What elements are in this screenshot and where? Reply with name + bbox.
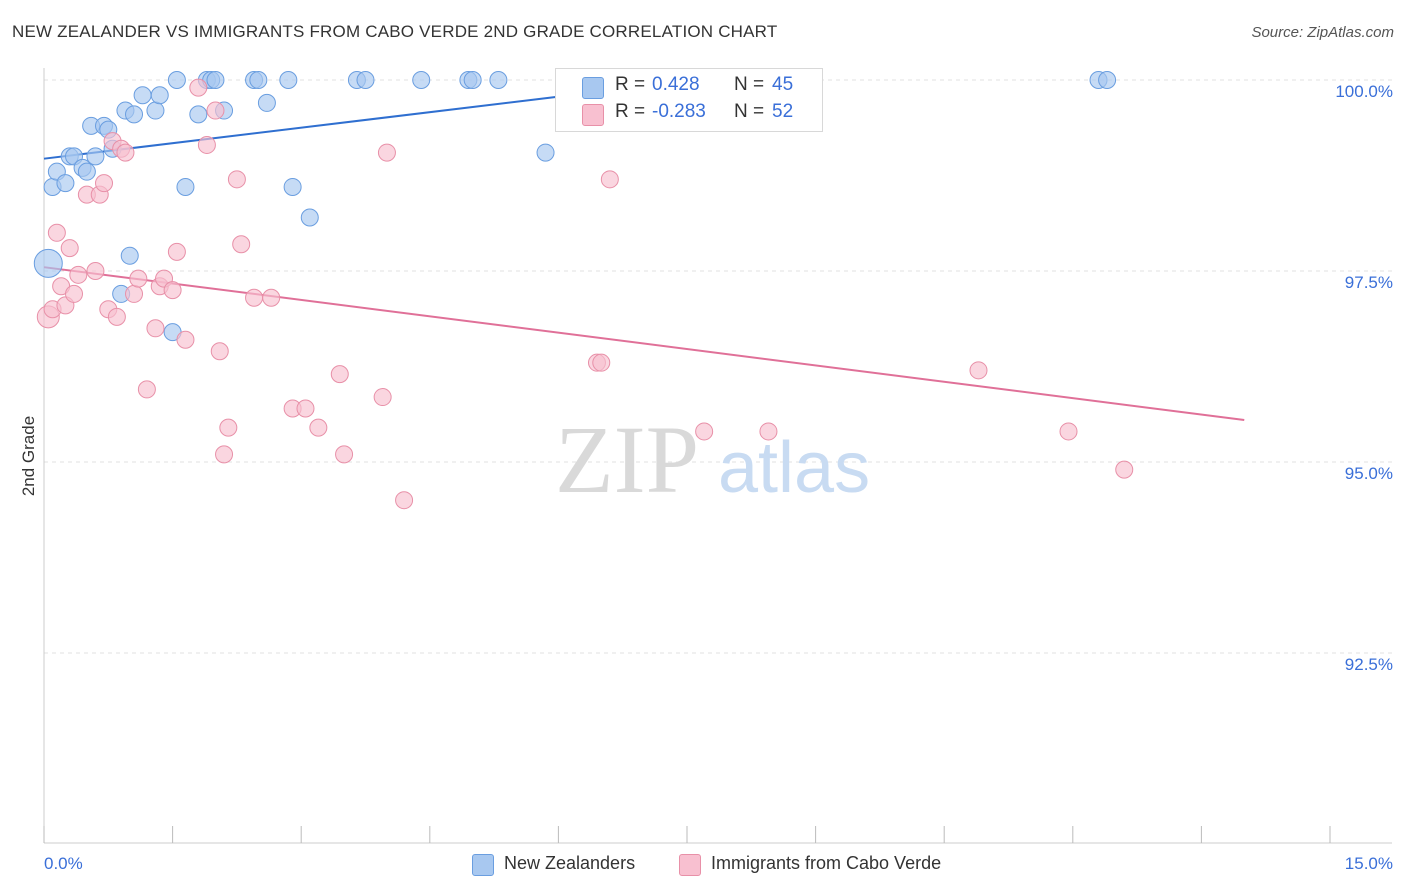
point-cabo-verde <box>969 361 988 380</box>
point-cabo-verde <box>373 388 392 407</box>
legend-label: New Zealanders <box>504 853 636 873</box>
point-cabo-verde <box>377 143 396 162</box>
point-new-zealanders <box>206 71 225 89</box>
point-new-zealanders <box>249 71 268 89</box>
point-new-zealanders <box>176 177 195 196</box>
point-cabo-verde <box>176 330 195 349</box>
point-cabo-verde <box>1059 422 1078 441</box>
point-cabo-verde <box>163 281 182 300</box>
point-cabo-verde <box>206 101 225 120</box>
point-new-zealanders <box>1098 71 1117 89</box>
point-cabo-verde <box>137 380 156 399</box>
point-new-zealanders <box>283 177 302 196</box>
label-layer: 92.5% 95.0% 97.5% 100.0% 0.0% 15.0% 2nd Grade <box>19 82 1393 873</box>
watermark: ZIP atlas <box>555 406 870 513</box>
point-cabo-verde <box>215 445 234 464</box>
point-cabo-verde <box>60 239 79 258</box>
series-legend: New Zealanders Immigrants from Cabo Verd… <box>0 852 1406 878</box>
point-new-zealanders <box>536 143 555 162</box>
n-value: 52 <box>772 101 794 122</box>
point-new-zealanders <box>189 105 208 124</box>
axis-layer <box>43 68 1392 844</box>
source-label: Source: ZipAtlas.com <box>1251 24 1394 41</box>
stats-legend: R = 0.428 N = 45 R = -0.283 N = 52 <box>555 68 823 132</box>
point-cabo-verde <box>262 288 281 307</box>
point-new-zealanders <box>279 71 298 89</box>
legend-swatch-pink <box>679 854 701 876</box>
point-new-zealanders <box>300 208 319 227</box>
chart-title: NEW ZEALANDER VS IMMIGRANTS FROM CABO VE… <box>12 22 778 41</box>
y-tick-label: 97.5% <box>1345 273 1393 292</box>
point-cabo-verde <box>116 143 135 162</box>
point-new-zealanders <box>133 86 152 105</box>
point-new-zealanders <box>257 93 276 112</box>
r-value: 0.428 <box>652 74 700 95</box>
trendline-cabo-verde <box>43 266 1245 421</box>
point-cabo-verde <box>95 174 114 193</box>
r-value: -0.283 <box>652 101 706 122</box>
point-cabo-verde <box>245 288 264 307</box>
legend-swatch-blue <box>582 77 604 99</box>
watermark-atlas: atlas <box>718 428 870 508</box>
x-tick-label-min: 0.0% <box>44 854 83 873</box>
point-cabo-verde <box>65 284 84 303</box>
n-value: 45 <box>772 74 794 95</box>
legend-swatch-pink <box>582 104 604 126</box>
grid-layer <box>44 79 1392 654</box>
y-tick-label: 92.5% <box>1345 655 1393 674</box>
point-new-zealanders <box>146 101 165 120</box>
point-cabo-verde <box>232 235 251 254</box>
point-cabo-verde <box>395 491 414 510</box>
r-label: R = <box>615 74 646 95</box>
stats-row-cabo-verde: R = -0.283 N = 52 <box>556 101 822 127</box>
point-cabo-verde <box>189 78 208 97</box>
point-cabo-verde <box>146 319 165 338</box>
point-cabo-verde <box>69 265 88 284</box>
watermark-zip: ZIP <box>555 406 699 513</box>
point-cabo-verde <box>296 399 315 418</box>
point-cabo-verde <box>219 418 238 437</box>
point-cabo-verde <box>330 365 349 384</box>
point-cabo-verde <box>227 170 246 189</box>
point-cabo-verde <box>129 269 148 288</box>
n-label: N = <box>734 74 765 95</box>
point-cabo-verde <box>759 422 778 441</box>
point-new-zealanders <box>412 71 431 89</box>
point-cabo-verde <box>335 445 354 464</box>
point-new-zealanders <box>77 162 96 181</box>
point-cabo-verde <box>309 418 328 437</box>
point-cabo-verde <box>1115 460 1134 479</box>
point-new-zealanders <box>86 147 105 166</box>
point-cabo-verde <box>107 307 126 326</box>
y-tick-label: 95.0% <box>1345 464 1393 483</box>
point-cabo-verde <box>592 353 611 372</box>
point-new-zealanders <box>33 248 63 278</box>
point-new-zealanders <box>150 86 169 105</box>
point-new-zealanders <box>120 246 139 265</box>
r-label: R = <box>615 101 646 122</box>
point-cabo-verde <box>600 170 619 189</box>
point-cabo-verde <box>86 262 105 280</box>
point-new-zealanders <box>463 71 482 89</box>
point-new-zealanders <box>356 71 375 89</box>
stats-row-new-zealanders: R = 0.428 N = 45 <box>556 74 822 100</box>
y-tick-label: 100.0% <box>1335 82 1393 101</box>
point-cabo-verde <box>125 284 144 303</box>
point-cabo-verde <box>695 422 714 441</box>
point-cabo-verde <box>167 242 186 261</box>
point-new-zealanders <box>167 71 186 89</box>
n-label: N = <box>734 101 765 122</box>
point-cabo-verde <box>197 135 216 154</box>
point-cabo-verde <box>47 223 66 242</box>
point-new-zealanders <box>125 105 144 124</box>
x-tick-label-max: 15.0% <box>1345 854 1393 873</box>
legend-swatch-blue <box>472 854 494 876</box>
y-axis-label: 2nd Grade <box>19 416 38 496</box>
point-cabo-verde <box>210 342 229 361</box>
point-new-zealanders <box>56 174 75 193</box>
point-new-zealanders <box>489 71 508 89</box>
legend-label: Immigrants from Cabo Verde <box>711 853 942 873</box>
